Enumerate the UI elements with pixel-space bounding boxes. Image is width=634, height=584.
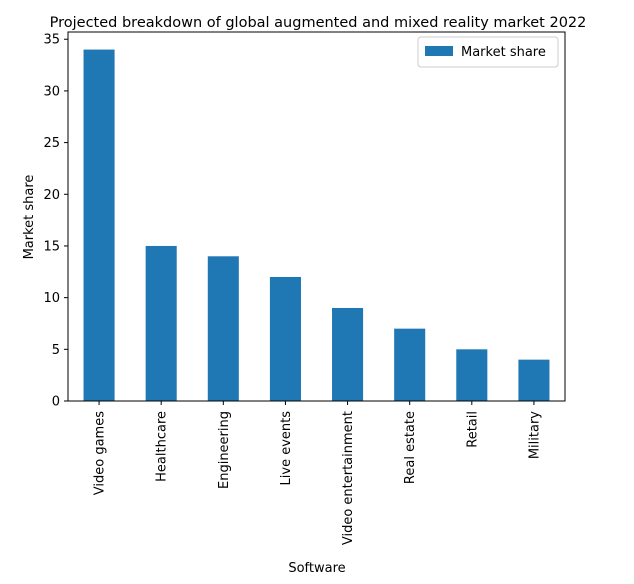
y-tick-label: 5 <box>52 343 60 358</box>
x-axis-label: Software <box>288 561 345 576</box>
legend-label-market-share: Market share <box>461 45 546 60</box>
x-tick-label-healthcare: Healthcare <box>155 411 170 482</box>
x-tick-label-retail: Retail <box>465 411 480 448</box>
y-axis: 0 5 10 15 20 25 30 35 <box>43 33 68 410</box>
bar-healthcare <box>145 245 177 401</box>
bar-video-games <box>83 49 115 401</box>
bar-retail <box>456 349 488 401</box>
x-tick-label-real-estate: Real estate <box>403 411 418 484</box>
y-tick-label: 10 <box>43 291 60 306</box>
legend-swatch-market-share <box>425 46 453 56</box>
x-tick-label-video-entertainment: Video entertainment <box>341 411 356 545</box>
y-tick-label: 20 <box>43 188 60 203</box>
bar-real-estate <box>394 328 426 401</box>
y-tick-label: 15 <box>43 239 60 254</box>
bar-engineering <box>207 256 239 401</box>
bar-video-entertainment <box>332 307 364 401</box>
plot-frame <box>67 31 566 402</box>
y-tick-label: 0 <box>52 395 60 410</box>
x-tick-label-live-events: Live events <box>279 411 294 486</box>
bar-live-events <box>269 276 301 401</box>
y-tick-label: 35 <box>43 33 60 48</box>
bar-military <box>518 359 550 401</box>
x-tick-label-military: Military <box>527 411 542 459</box>
bars-group <box>83 49 550 401</box>
y-tick-label: 30 <box>43 84 60 99</box>
x-axis: Video games Healthcare Engineering Live eve… <box>93 401 542 545</box>
y-axis-label: Market share <box>22 175 37 260</box>
legend-box <box>417 36 559 68</box>
x-tick-label-video-games: Video games <box>93 411 108 495</box>
legend: Market share <box>417 36 559 68</box>
x-tick-label-engineering: Engineering <box>217 411 232 489</box>
chart-title: Projected breakdown of global augmented … <box>50 15 587 31</box>
y-tick-label: 25 <box>43 136 60 151</box>
